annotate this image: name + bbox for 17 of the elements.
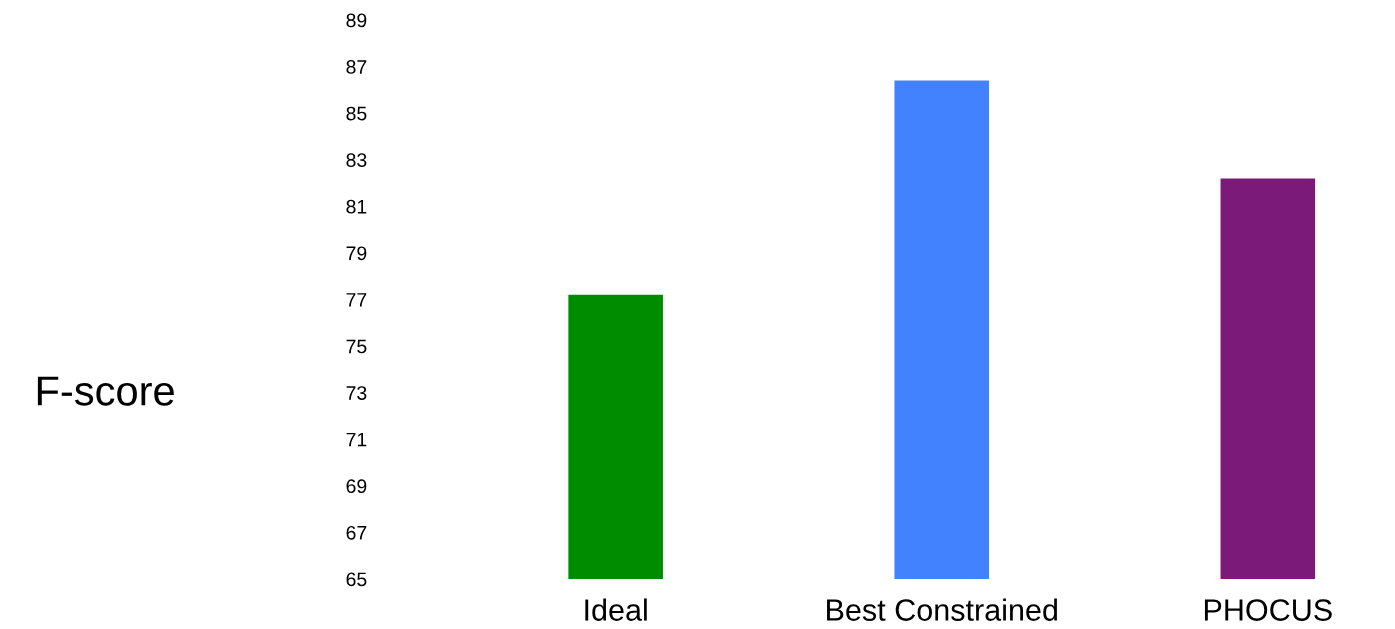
y-tick-label: 81 bbox=[346, 199, 367, 214]
y-tick-label: 65 bbox=[346, 572, 367, 587]
y-tick-label: 79 bbox=[346, 246, 367, 261]
y-axis-title: F-score bbox=[37, 376, 174, 406]
y-tick-label: 71 bbox=[346, 432, 367, 447]
x-tick-label: PHOCUS bbox=[1204, 599, 1332, 621]
y-tick-label: 89 bbox=[346, 13, 367, 28]
y-tick-label: 73 bbox=[346, 386, 367, 400]
y-tick-label: 83 bbox=[346, 153, 367, 167]
y-tick-label: 75 bbox=[346, 339, 367, 354]
x-tick-label: Best Constrained bbox=[827, 598, 1057, 621]
y-tick-label: 87 bbox=[346, 60, 367, 74]
y-tick-label: 85 bbox=[346, 106, 367, 121]
y-tick-label: 77 bbox=[346, 293, 367, 307]
x-tick-label: Ideal bbox=[585, 598, 647, 621]
y-tick-label: 69 bbox=[346, 479, 367, 494]
y-tick-label: 67 bbox=[346, 525, 367, 540]
